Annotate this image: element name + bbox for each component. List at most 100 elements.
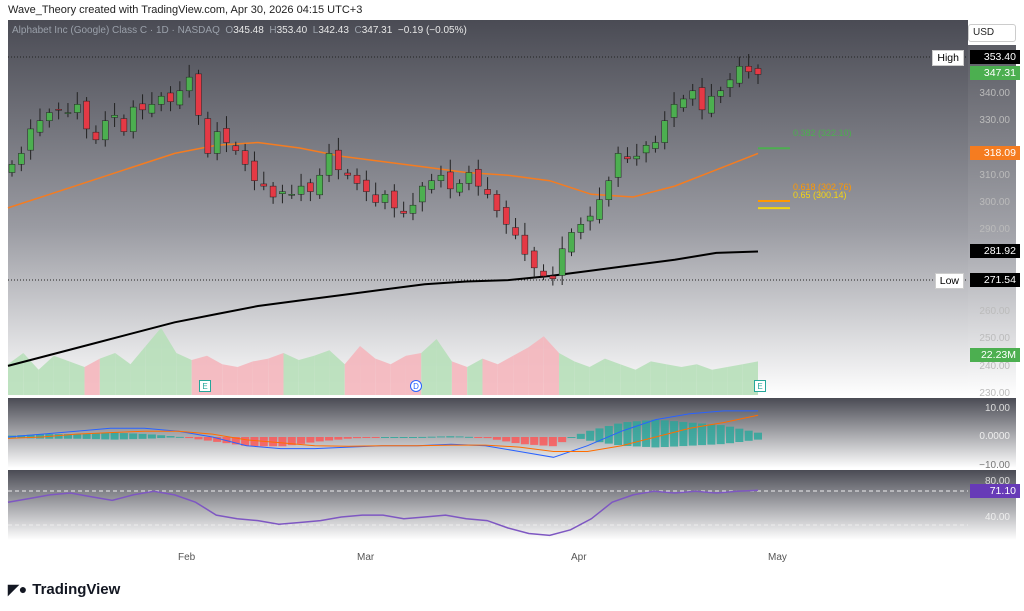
tradingview-logo[interactable]: ◤● TradingView: [8, 581, 120, 598]
time-tick: Feb: [178, 552, 196, 563]
macd-histogram-bar: [175, 436, 184, 438]
symbol-legend: Alphabet Inc (Google) Class C · 1D · NAS…: [12, 25, 467, 36]
symbol-name[interactable]: Alphabet Inc (Google) Class C · 1D · NAS…: [12, 25, 220, 36]
macd-histogram-bar: [278, 437, 287, 447]
macd-histogram-bar: [35, 434, 44, 439]
price-tick: 240.00: [979, 361, 1010, 372]
signal-line: [7, 414, 759, 452]
macd-histogram-bar: [539, 437, 548, 446]
macd-histogram-bar: [670, 421, 679, 447]
candle: [661, 120, 668, 143]
candle: [540, 270, 547, 277]
volume-area: [69, 361, 85, 395]
macd-histogram-bar: [203, 437, 212, 441]
macd-histogram-bar: [334, 437, 343, 440]
volume-area: [115, 353, 131, 395]
candle: [530, 250, 538, 269]
macd-histogram-bar: [651, 419, 660, 448]
candle: [36, 120, 44, 133]
earnings-event-icon[interactable]: E: [199, 380, 211, 392]
volume-area: [635, 361, 651, 395]
volume-area: [467, 358, 483, 395]
candle: [353, 174, 361, 184]
candle: [176, 90, 184, 106]
macd-histogram-bar: [688, 422, 697, 446]
macd-histogram-bar: [138, 433, 147, 439]
candle: [139, 103, 146, 111]
macd-histogram-bar: [287, 437, 296, 446]
candle: [428, 180, 435, 190]
candle: [614, 153, 622, 178]
macd-histogram-bar: [82, 433, 91, 439]
candle: [241, 150, 249, 165]
price-axis[interactable]: [968, 45, 1016, 397]
candle: [521, 234, 529, 255]
candle: [568, 232, 575, 253]
macd-tick: 0.0000: [979, 431, 1010, 442]
candle: [484, 189, 491, 195]
volume-area: [727, 364, 743, 395]
volume-area: [53, 355, 70, 395]
price-tick: 290.00: [979, 224, 1010, 235]
dividend-event-icon[interactable]: D: [410, 380, 422, 392]
macd-histogram-bar: [119, 433, 128, 440]
macd-histogram-bar: [157, 435, 166, 439]
brand-name: TradingView: [32, 581, 121, 598]
candle: [8, 164, 16, 173]
macd-pane[interactable]: [8, 398, 1016, 468]
macd-histogram-bar: [427, 436, 436, 438]
high-label: H: [269, 25, 277, 36]
candle: [120, 118, 128, 132]
candle: [698, 87, 706, 111]
low-price-tag: 271.54: [970, 273, 1020, 287]
earnings-event-icon[interactable]: E: [754, 380, 766, 392]
currency-button[interactable]: USD: [968, 24, 1016, 42]
macd-histogram-bar: [614, 423, 623, 446]
candle: [251, 160, 258, 181]
macd-histogram-bar: [185, 437, 194, 439]
macd-histogram-bar: [17, 435, 26, 439]
candle: [726, 79, 734, 88]
volume-area: [712, 367, 728, 395]
macd-histogram-bar: [147, 434, 156, 439]
macd-histogram-bar: [623, 422, 632, 446]
candle: [195, 73, 202, 116]
candle: [754, 68, 762, 75]
macd-histogram-bar: [520, 437, 529, 445]
volume-area: [681, 364, 697, 395]
candle: [549, 275, 557, 279]
macd-histogram-bar: [716, 425, 725, 445]
macd-histogram-bar: [63, 434, 72, 439]
macd-histogram-bar: [241, 437, 250, 446]
macd-histogram-bar: [213, 437, 222, 442]
candle: [64, 112, 72, 114]
candle: [512, 227, 519, 236]
fib-label-065: 0.65 (300.14): [793, 190, 847, 200]
macd-histogram-bar: [371, 437, 380, 438]
rsi-tag: 71.10: [970, 484, 1020, 498]
candle: [652, 142, 659, 149]
main-pane[interactable]: [8, 20, 968, 397]
high-value: 353.40: [276, 25, 308, 36]
macd-histogram-bar: [726, 426, 735, 444]
volume-area: [176, 353, 192, 395]
open-label: O: [225, 25, 234, 36]
volume-area: [513, 347, 529, 395]
candle: [148, 104, 156, 114]
candle: [223, 128, 230, 143]
candle: [680, 98, 687, 108]
volume-area: [161, 327, 177, 395]
rsi-line: [7, 489, 759, 537]
candle: [157, 95, 165, 105]
candle: [204, 118, 212, 154]
volume-area: [375, 358, 391, 395]
volume-area: [620, 364, 636, 395]
macd-histogram-bar: [306, 437, 315, 443]
low-label: L: [312, 25, 319, 36]
volume-area: [436, 339, 452, 395]
candle: [409, 204, 417, 214]
candle: [185, 76, 193, 92]
macd-histogram-bar: [642, 420, 651, 447]
macd-histogram-bar: [408, 437, 417, 438]
